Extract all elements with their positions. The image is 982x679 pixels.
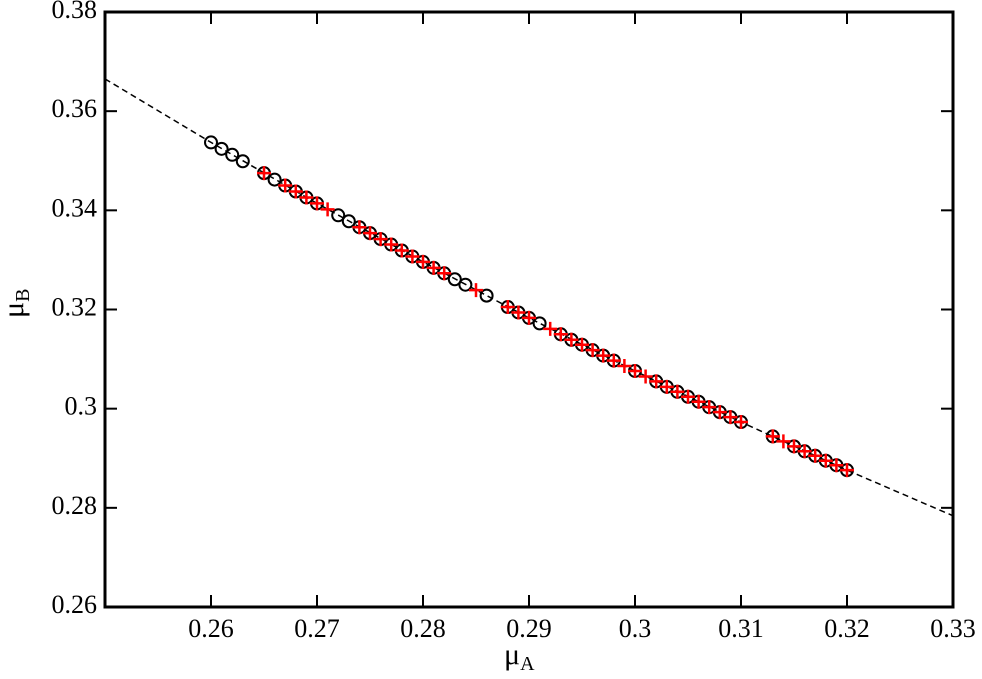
plus-point xyxy=(670,384,685,399)
plus-point xyxy=(787,439,801,454)
circle-point xyxy=(447,272,462,287)
plus-point xyxy=(818,453,833,468)
plus-point xyxy=(553,327,568,342)
circle-point xyxy=(267,172,282,187)
plot-frame xyxy=(103,10,955,609)
plus-point xyxy=(320,202,335,217)
plus-point xyxy=(617,359,632,374)
plus-point xyxy=(257,166,271,181)
x-tick-label: 0.3 xyxy=(619,614,652,643)
x-label-symbol: μ xyxy=(504,638,520,671)
y-tick-label: 0.38 xyxy=(52,0,98,24)
plus-point xyxy=(352,220,367,235)
plus-point xyxy=(543,321,558,336)
circle-point xyxy=(458,277,473,292)
circle-point xyxy=(532,316,547,331)
plus-point xyxy=(585,343,600,358)
y-tick-label: 0.34 xyxy=(52,193,98,222)
plus-point xyxy=(765,429,780,444)
plus-point xyxy=(628,363,642,378)
plus-point xyxy=(712,405,727,420)
x-axis-label: μA xyxy=(504,638,535,675)
plus-point xyxy=(437,266,452,281)
plus-point xyxy=(299,190,314,205)
plus-point xyxy=(808,448,823,463)
plus-point xyxy=(734,415,748,430)
plus-point xyxy=(469,283,483,298)
x-tick-label: 0.28 xyxy=(400,614,446,643)
plus-point xyxy=(723,410,738,425)
x-tick-label: 0.29 xyxy=(506,614,552,643)
circle-point xyxy=(331,208,346,223)
plus-point xyxy=(426,260,441,275)
plus-point xyxy=(606,353,621,368)
y-tick-label: 0.3 xyxy=(65,392,98,421)
plus-point xyxy=(659,379,674,394)
plus-point xyxy=(405,249,420,264)
plus-point xyxy=(681,389,695,404)
plus-point xyxy=(575,337,589,352)
plus-point xyxy=(776,434,791,449)
fit-line xyxy=(104,78,954,517)
y-tick-label: 0.26 xyxy=(52,590,98,619)
plus-point xyxy=(829,458,844,473)
x-tick-label: 0.31 xyxy=(718,614,764,643)
y-tick-label: 0.28 xyxy=(52,491,98,520)
plus-point xyxy=(702,400,717,415)
circle-point xyxy=(235,154,250,169)
plus-point xyxy=(638,369,653,384)
plus-point xyxy=(797,444,812,459)
y-tick-label: 0.36 xyxy=(52,94,98,123)
x-tick-label: 0.33 xyxy=(930,614,976,643)
plus-point xyxy=(511,305,526,320)
circle-point xyxy=(341,214,356,229)
plus-point xyxy=(288,184,303,199)
y-label-symbol: μ xyxy=(0,302,30,318)
y-label-subscript: B xyxy=(12,289,34,302)
plus-point xyxy=(373,232,388,247)
circle-point xyxy=(214,141,229,156)
x-label-subscript: A xyxy=(520,653,535,675)
plus-point xyxy=(649,374,664,389)
plus-point xyxy=(564,332,579,347)
circle-point xyxy=(204,135,218,150)
plus-point xyxy=(384,237,399,252)
plus-point xyxy=(691,394,706,409)
plus-point xyxy=(840,463,854,478)
x-tick-label: 0.27 xyxy=(294,614,340,643)
x-tick-label: 0.32 xyxy=(824,614,870,643)
plus-point xyxy=(278,178,293,193)
circle-point xyxy=(225,147,240,162)
plus-point xyxy=(416,254,430,269)
plus-point xyxy=(363,226,377,241)
y-axis-label: μB xyxy=(0,289,34,318)
y-tick-label: 0.32 xyxy=(52,292,98,321)
plus-point xyxy=(522,310,536,325)
plus-point xyxy=(596,348,611,363)
plus-point xyxy=(500,300,515,315)
plus-point xyxy=(394,243,409,258)
circle-point xyxy=(479,288,494,303)
plus-point xyxy=(310,196,324,211)
x-tick-label: 0.26 xyxy=(188,614,234,643)
